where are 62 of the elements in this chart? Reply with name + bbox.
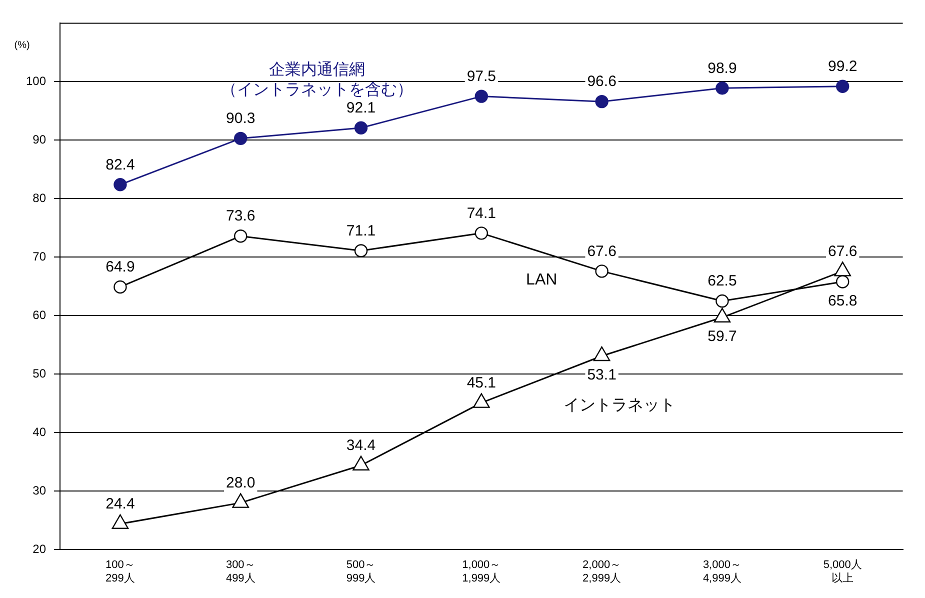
data-label: 97.5 bbox=[466, 68, 496, 85]
series-label: 企業内通信網（イントラネットを含む） bbox=[221, 60, 414, 99]
data-label: 65.8 bbox=[828, 292, 858, 310]
data-label: 71.1 bbox=[346, 222, 376, 240]
x-tick-label: 3,000～4,999人 bbox=[702, 559, 742, 584]
data-label: 90.3 bbox=[226, 110, 256, 128]
data-label: 96.6 bbox=[587, 73, 616, 90]
data-label: 45.1 bbox=[466, 374, 496, 392]
data-label: 53.1 bbox=[587, 366, 616, 384]
point bbox=[473, 393, 490, 408]
y-tick-label: 50 bbox=[32, 366, 46, 380]
point bbox=[595, 264, 608, 278]
data-label: 74.1 bbox=[466, 204, 496, 222]
series-label: LAN bbox=[526, 272, 558, 289]
point bbox=[352, 456, 370, 470]
data-label: 98.9 bbox=[708, 60, 737, 77]
data-label: 64.9 bbox=[106, 258, 135, 276]
x-tick-label: 2,000～2,999人 bbox=[582, 559, 622, 584]
point bbox=[593, 346, 610, 362]
point bbox=[716, 82, 729, 95]
point bbox=[112, 514, 129, 529]
data-label: 24.4 bbox=[106, 496, 135, 513]
y-tick-label: 30 bbox=[32, 483, 46, 498]
point bbox=[714, 308, 731, 322]
point bbox=[595, 94, 608, 108]
point bbox=[114, 280, 127, 294]
y-tick-label: 60 bbox=[32, 308, 46, 322]
data-label: 62.5 bbox=[708, 272, 737, 290]
y-tick-label: 70 bbox=[32, 249, 46, 264]
x-tick-label: 300～499人 bbox=[226, 559, 256, 584]
x-tick-label: 5,000人以上 bbox=[823, 559, 862, 584]
point bbox=[234, 230, 248, 243]
data-label: 73.6 bbox=[226, 208, 256, 225]
point bbox=[232, 493, 250, 508]
point bbox=[114, 178, 127, 192]
point bbox=[474, 90, 488, 103]
y-tick-label: 20 bbox=[32, 542, 46, 556]
series-label: イントラネット bbox=[564, 396, 676, 414]
data-label: 82.4 bbox=[106, 156, 135, 174]
data-label: 34.4 bbox=[346, 437, 376, 454]
y-tick-label: 80 bbox=[32, 190, 46, 205]
y-tick-label: 90 bbox=[32, 132, 46, 146]
y-axis-title: (%) bbox=[14, 40, 30, 51]
data-label: 99.2 bbox=[828, 58, 858, 76]
data-label: 67.6 bbox=[828, 242, 858, 260]
point bbox=[234, 132, 248, 146]
x-tick-label: 500～999人 bbox=[346, 559, 376, 584]
x-tick-label: 100～299人 bbox=[106, 559, 135, 584]
data-label: 28.0 bbox=[226, 474, 256, 492]
point bbox=[716, 294, 729, 308]
data-label: 59.7 bbox=[708, 328, 737, 346]
data-label: 92.1 bbox=[346, 100, 376, 117]
x-tick-label: 1,000～1,999人 bbox=[462, 559, 501, 584]
data-label: 67.6 bbox=[587, 242, 616, 260]
point bbox=[836, 80, 850, 93]
y-tick-label: 100 bbox=[26, 74, 46, 88]
point bbox=[836, 275, 850, 288]
point bbox=[474, 226, 488, 240]
y-tick-label: 40 bbox=[32, 424, 46, 439]
point bbox=[834, 262, 851, 276]
point bbox=[354, 121, 368, 134]
point bbox=[354, 244, 368, 258]
